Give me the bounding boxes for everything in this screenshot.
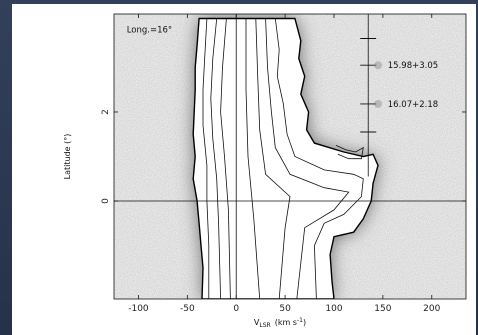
source-blob-1 xyxy=(374,99,382,108)
annotation-0: Long.=16° xyxy=(127,26,172,36)
emission-region-edge xyxy=(192,17,379,299)
y-axis-title: Latitude (°) xyxy=(63,134,72,180)
axis-ticks: -100 -50 0 50 100 150 200 0 2 xyxy=(101,14,466,314)
source-markers xyxy=(360,14,382,177)
annotation-1: 15.98+3.05 xyxy=(388,61,438,71)
contour-line-2 xyxy=(220,18,231,299)
annotation-2: 16.07+2.18 xyxy=(388,100,438,110)
x-tick-label-100: 100 xyxy=(325,304,342,314)
x-tick-label--50: -50 xyxy=(180,304,195,314)
y-tick-label-0: 0 xyxy=(101,198,111,204)
contour-line-5 xyxy=(255,18,291,299)
position-velocity-chart: -100 -50 0 50 100 150 200 0 2 Long.=16° 15.98+3.0… xyxy=(63,13,467,329)
x-tick-label-50: 50 xyxy=(279,304,291,314)
contour-line-4 xyxy=(265,18,350,299)
x-axis-title-unit: (km s xyxy=(275,318,297,327)
contour-line-0 xyxy=(202,18,210,299)
contour-line-7 xyxy=(335,145,364,160)
annotations: Long.=16° 15.98+3.05 16.07+2.18 xyxy=(127,26,438,110)
source-blob-0 xyxy=(374,61,382,70)
contour-line-1 xyxy=(210,18,221,299)
contour-line-6 xyxy=(245,18,261,299)
contour-lines xyxy=(202,18,364,299)
x-axis-title-exp: -1 xyxy=(297,317,303,324)
contour-line-3 xyxy=(274,18,364,299)
x-axis-title-close: ) xyxy=(303,318,306,327)
x-tick-label-200: 200 xyxy=(423,304,440,314)
x-tick-label-0: 0 xyxy=(233,304,239,314)
y-tick-label-2: 2 xyxy=(101,109,111,115)
emission-region xyxy=(192,17,379,299)
x-tick-label--100: -100 xyxy=(128,304,149,314)
plot-border xyxy=(113,13,467,300)
grid-lines xyxy=(114,14,466,299)
x-axis-title-sub: LSR xyxy=(259,322,270,329)
x-tick-label-150: 150 xyxy=(374,304,391,314)
x-axis-title-main: V xyxy=(254,318,260,327)
x-axis-title: VLSR (km s-1) xyxy=(254,317,306,329)
plot-area xyxy=(114,14,466,299)
chart-frame: -100 -50 0 50 100 150 200 0 2 Long.=16° 15.98+3.0… xyxy=(12,4,476,335)
